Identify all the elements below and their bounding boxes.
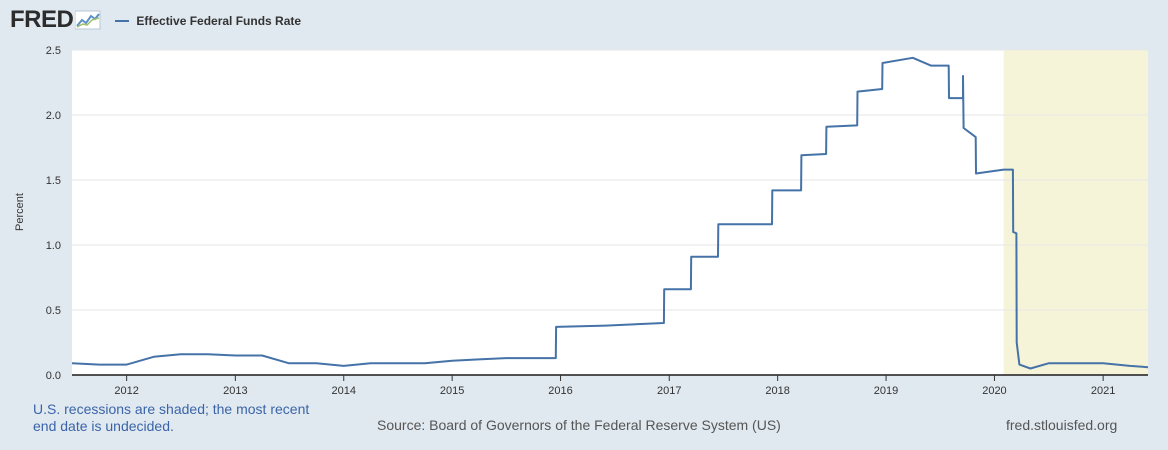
x-tick-label: 2020: [982, 385, 1006, 397]
chart: 0.0 0.5 1.0 1.5 2.0 2.5 2012 2013 2014 2015 2016 2…: [14, 45, 1149, 397]
x-tick-label: 2019: [874, 385, 898, 397]
y-tick-label: 1.5: [46, 175, 61, 187]
source-url-link[interactable]: fred.stlouisfed.org: [1006, 417, 1118, 433]
x-tick-label: 2012: [114, 385, 138, 397]
x-tick-label: 2015: [440, 385, 464, 397]
recession-note: U.S. recessions are shaded; the most rec…: [33, 401, 310, 434]
y-tick-label: 2.0: [46, 110, 61, 122]
plot-background: [72, 50, 1148, 375]
logo-graph-icon: [75, 10, 101, 30]
legend-series-label: Effective Federal Funds Rate: [136, 14, 302, 28]
y-tick-label: 2.5: [46, 45, 61, 57]
recession-shading: [1003, 50, 1148, 375]
x-tick-label: 2017: [657, 385, 681, 397]
series-line: [71, 56, 1149, 370]
y-axis-label: Percent: [14, 193, 26, 231]
fred-logo[interactable]: FRED: [10, 8, 101, 32]
x-tick-label: 2018: [765, 385, 789, 397]
legend: Effective Federal Funds Rate: [115, 14, 301, 28]
x-tick-label: 2021: [1091, 385, 1115, 397]
x-tick-label: 2016: [548, 385, 572, 397]
x-tick-label: 2013: [223, 385, 247, 397]
fred-logo-text: FRED: [10, 6, 74, 33]
y-tick-label: 1.0: [46, 240, 61, 252]
y-tick-label: 0.5: [46, 305, 61, 317]
legend-series-swatch: [115, 20, 130, 22]
header: FRED Effective Federal Funds Rate: [10, 6, 301, 34]
y-tick-label: 0.0: [46, 370, 61, 382]
source-text: Source: Board of Governors of the Federa…: [377, 417, 781, 433]
x-tick-label: 2014: [332, 385, 356, 397]
